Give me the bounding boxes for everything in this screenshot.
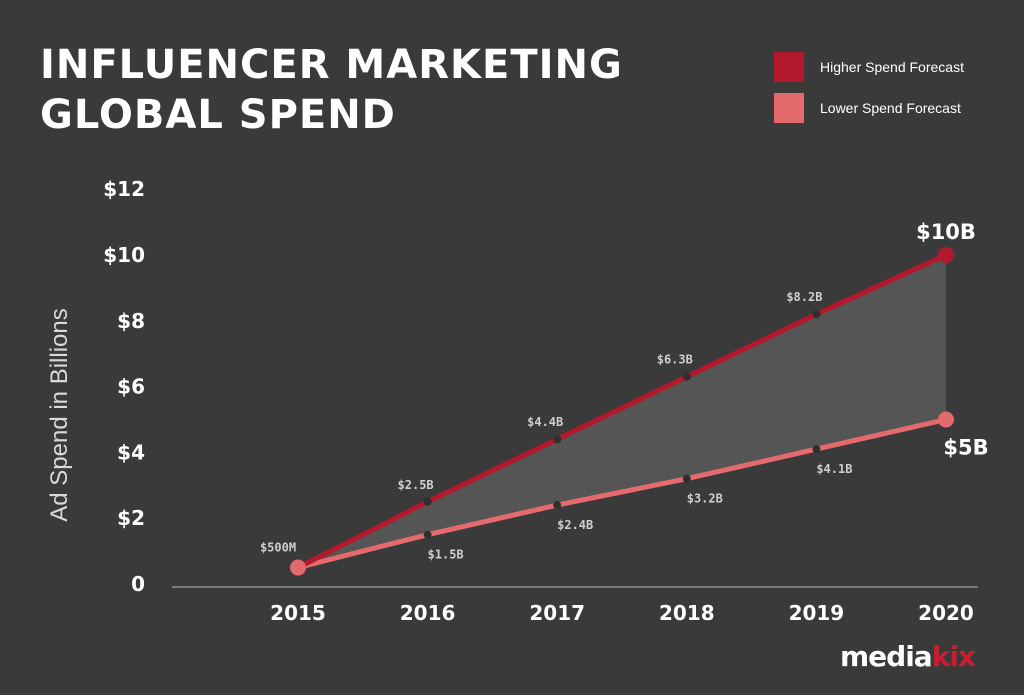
lower-data-label: $4.1B: [816, 462, 852, 476]
y-tick-label: $10: [103, 243, 145, 267]
logo-part-1: media: [840, 640, 933, 673]
x-tick-label: 2018: [659, 601, 715, 625]
higher-data-label: $2.5B: [398, 478, 434, 492]
x-tick-label: 2020: [918, 601, 974, 625]
higher-data-label: $4.4B: [527, 415, 563, 429]
lower-data-label: $1.5B: [428, 548, 464, 562]
higher-series-line: [295, 252, 949, 571]
legend-item-higher: Higher Spend Forecast: [774, 52, 964, 82]
y-tick-label: $2: [117, 506, 145, 530]
legend: Higher Spend Forecast Lower Spend Foreca…: [774, 52, 964, 134]
lower-point: [682, 474, 691, 483]
x-tick-label: 2016: [400, 601, 456, 625]
lower-data-label: $5B: [943, 436, 988, 460]
x-tick-label: 2019: [789, 601, 845, 625]
x-tick-label: 2015: [270, 601, 326, 625]
lower-point: [553, 501, 562, 510]
y-tick-label: $6: [117, 375, 145, 399]
legend-item-lower: Lower Spend Forecast: [774, 93, 964, 123]
legend-swatch-higher: [774, 52, 804, 82]
y-tick-label: $4: [117, 440, 145, 464]
y-tick-label: $12: [103, 177, 145, 201]
logo-part-2: kix: [931, 640, 976, 673]
legend-label-lower: Lower Spend Forecast: [820, 100, 961, 116]
lower-data-label: $3.2B: [687, 492, 723, 506]
higher-point: [423, 497, 432, 506]
chart-title: INFLUENCER MARKETING GLOBAL SPEND: [40, 40, 623, 140]
forecast-gap-area: [298, 255, 946, 568]
legend-label-higher: Higher Spend Forecast: [820, 59, 964, 75]
higher-point: [553, 435, 562, 444]
y-tick-label: 0: [131, 572, 145, 596]
higher-data-label: $8.2B: [786, 290, 822, 304]
higher-data-label: $6.3B: [657, 353, 693, 367]
title-line-1: INFLUENCER MARKETING: [40, 42, 623, 88]
title-line-2: GLOBAL SPEND: [40, 92, 396, 138]
higher-data-label: $10B: [916, 220, 976, 244]
higher-data-label: $500M: [260, 541, 296, 555]
lower-point: [423, 530, 432, 539]
lower-series-line: [295, 417, 949, 571]
lower-data-label: $2.4B: [557, 518, 593, 532]
lower-point: [290, 559, 306, 576]
higher-point: [938, 247, 954, 263]
lower-point: [812, 445, 821, 454]
y-tick-label: $8: [117, 309, 145, 333]
higher-point: [812, 310, 821, 319]
higher-point: [682, 372, 691, 381]
legend-swatch-lower: [774, 93, 804, 123]
lower-point: [938, 411, 954, 428]
x-tick-label: 2017: [529, 601, 585, 625]
mediakix-logo: mediakix: [840, 640, 976, 673]
